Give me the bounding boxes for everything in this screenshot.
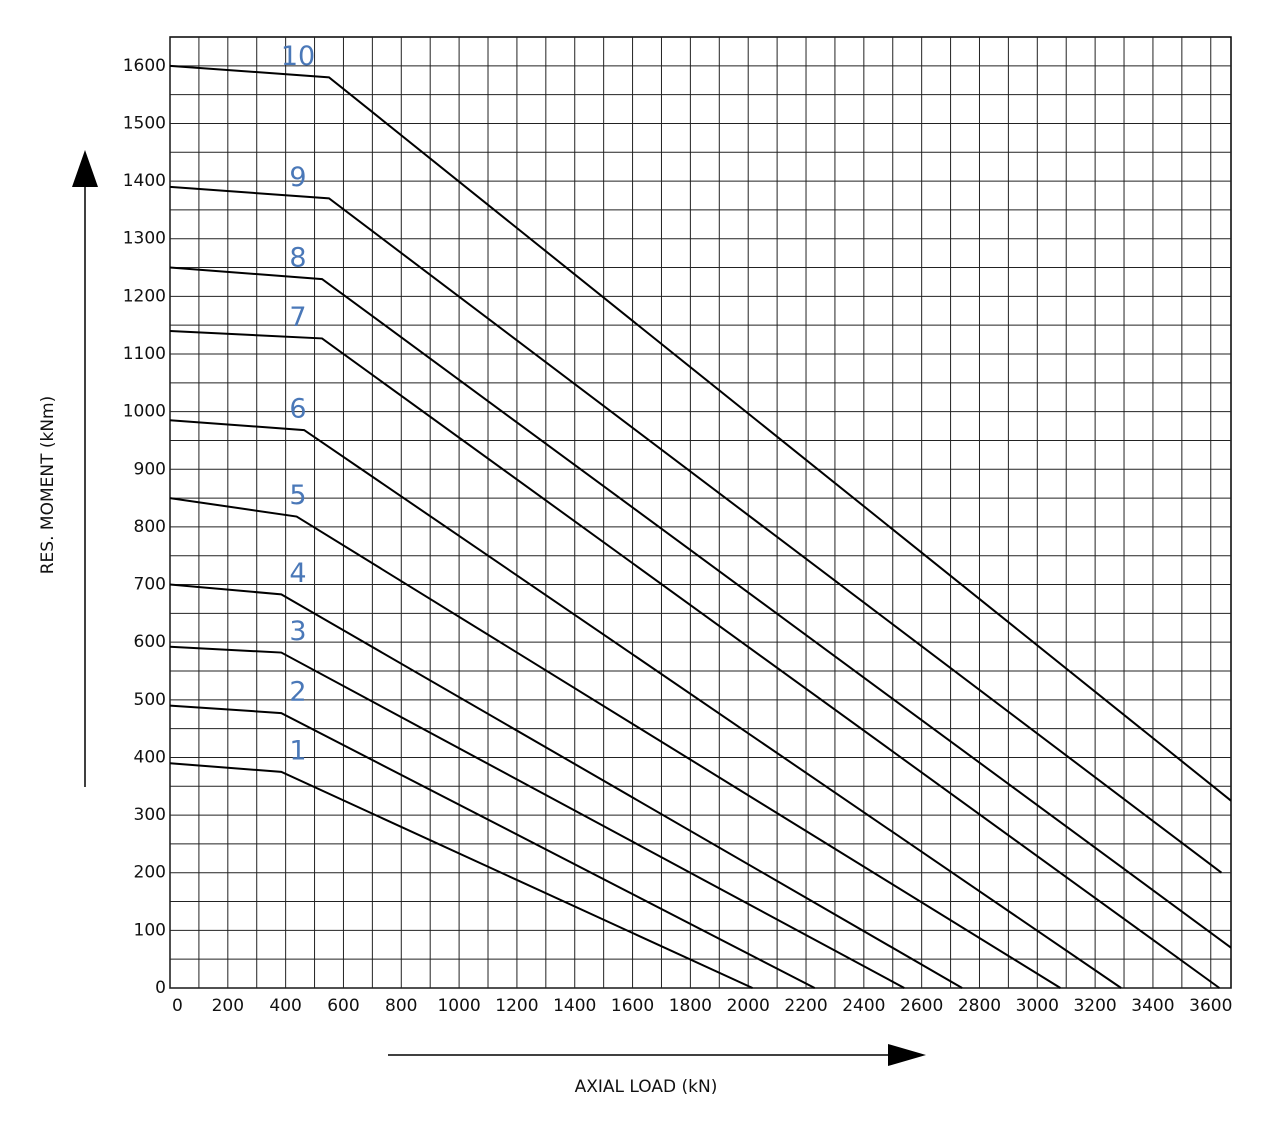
curve-label: 6	[289, 394, 306, 425]
x-tick-label: 3600	[1189, 996, 1232, 1016]
y-tick-label: 1300	[123, 229, 166, 249]
curve	[169, 583, 963, 989]
x-tick-label: 3000	[1016, 996, 1059, 1016]
y-tick-label: 200	[134, 863, 166, 883]
curve-label: 8	[289, 243, 306, 274]
y-tick-label: 300	[134, 805, 166, 825]
curve	[169, 762, 753, 989]
x-tick-label: 2800	[958, 996, 1001, 1016]
x-tick-label: 1200	[495, 996, 538, 1016]
y-tick-label: 0	[155, 978, 166, 998]
x-tick-label: 3400	[1131, 996, 1174, 1016]
curve	[169, 266, 1232, 949]
x-arrow	[388, 1044, 926, 1066]
curve	[169, 497, 1061, 989]
x-tick-label: 1000	[437, 996, 480, 1016]
x-tick-label: 2000	[727, 996, 770, 1016]
x-tick-label: 200	[212, 996, 244, 1016]
x-tick-label: 0	[172, 996, 183, 1016]
curve	[169, 185, 1223, 874]
plot-frame	[169, 36, 1232, 989]
y-tick-label: 500	[134, 690, 166, 710]
x-axis-title: AXIAL LOAD (kN)	[575, 1077, 718, 1097]
curve	[169, 64, 1232, 802]
y-tick-label: 1100	[123, 344, 166, 364]
y-tick-label: 1500	[123, 113, 166, 133]
y-tick-label: 700	[134, 575, 166, 595]
curve-label: 3	[289, 616, 306, 647]
x-tick-label: 3200	[1073, 996, 1116, 1016]
y-tick-label: 1200	[123, 286, 166, 306]
x-tick-label: 2200	[784, 996, 827, 1016]
x-tick-label: 2600	[900, 996, 943, 1016]
curve-label: 9	[289, 162, 306, 193]
y-axis-title: RES. MOMENT (kNm)	[38, 396, 58, 575]
y-tick-label: 1000	[123, 402, 166, 422]
y-tick-label: 800	[134, 517, 166, 537]
x-tick-label: 1400	[553, 996, 596, 1016]
y-tick-label: 900	[134, 459, 166, 479]
curve-label: 7	[289, 302, 306, 333]
curve-label: 10	[281, 41, 315, 72]
y-tick-label: 400	[134, 747, 166, 767]
curve-label: 1	[289, 735, 306, 766]
curve	[169, 329, 1221, 989]
x-tick-label: 2400	[842, 996, 885, 1016]
y-tick-label: 100	[134, 920, 166, 940]
y-tick-label: 600	[134, 632, 166, 652]
curve	[169, 419, 1122, 989]
curve	[169, 704, 816, 989]
y-tick-label: 1600	[123, 56, 166, 76]
curve-label: 4	[289, 558, 306, 589]
curve	[169, 645, 905, 989]
x-tick-label: 800	[385, 996, 417, 1016]
x-tick-label: 1800	[669, 996, 712, 1016]
y-arrow	[72, 150, 98, 787]
y-tick-label: 1400	[123, 171, 166, 191]
curve-label: 5	[289, 480, 306, 511]
curve-label: 2	[289, 677, 306, 708]
x-tick-label: 600	[327, 996, 359, 1016]
x-tick-label: 1600	[611, 996, 654, 1016]
x-tick-label: 400	[269, 996, 301, 1016]
